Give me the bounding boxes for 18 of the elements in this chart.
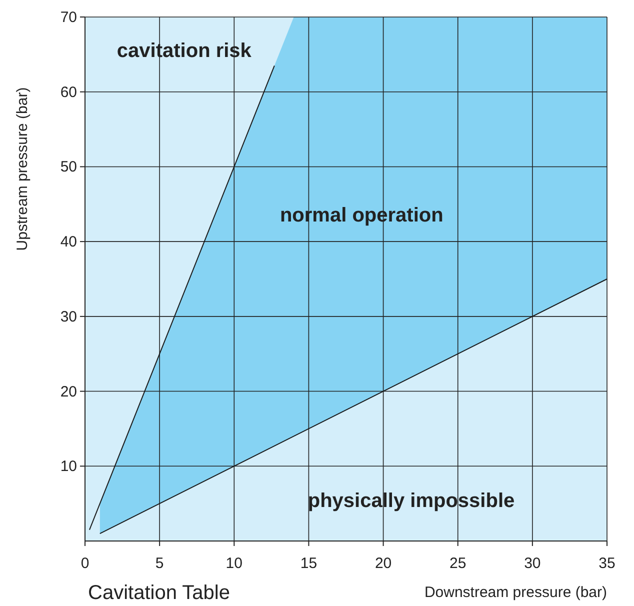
x-tick-label: 35: [598, 555, 616, 572]
x-tick-label: 20: [374, 555, 392, 572]
x-tick-label: 5: [155, 555, 164, 572]
x-tick-label: 25: [450, 555, 466, 572]
x-tick-label: 0: [80, 555, 90, 572]
x-axis-title: Downstream pressure (bar): [424, 584, 607, 601]
y-tick-label: 60: [60, 84, 77, 101]
y-tick-label: 10: [60, 458, 77, 476]
y-tick-label: 50: [60, 158, 77, 176]
x-tick-label: 30: [524, 555, 541, 572]
y-tick-label: 30: [60, 308, 77, 326]
text: Cavitation Table: [88, 582, 230, 604]
y-tick-label: 40: [60, 234, 77, 251]
y-axis-title: Upstream pressure (bar): [14, 87, 31, 251]
y-tick-label: 70: [60, 9, 77, 26]
x-tick-label: 15: [300, 555, 318, 572]
y-tick-label: 20: [60, 383, 77, 400]
x-tick-label: 10: [226, 555, 242, 572]
